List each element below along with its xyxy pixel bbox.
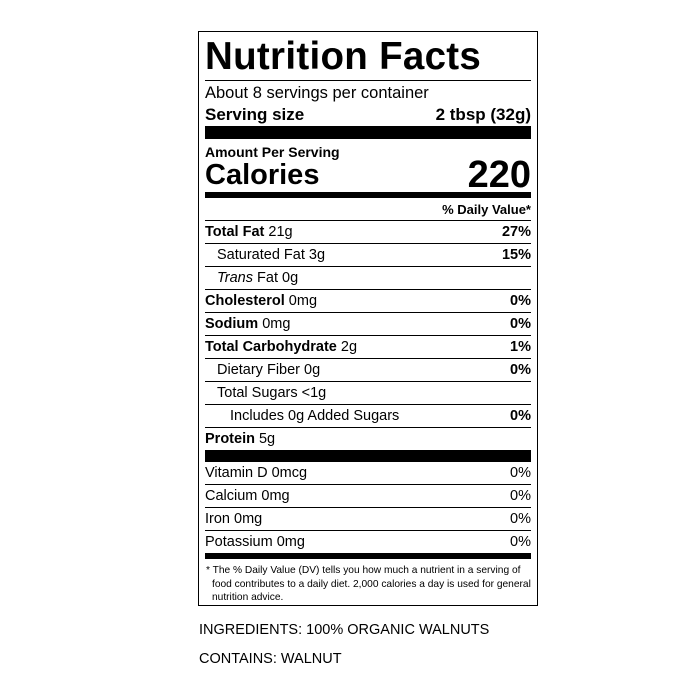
nutrient-row-total-fat: Total Fat 21g 27%	[205, 220, 531, 243]
medium-divider	[205, 192, 531, 198]
serving-size-value: 2 tbsp (32g)	[435, 104, 531, 124]
nutrient-dv: 0%	[510, 362, 531, 378]
nutrient-amount: 2g	[340, 339, 358, 355]
nutrient-row-added-sugars: Includes 0g Added Sugars 0%	[205, 404, 531, 427]
vitamin-name: Vitamin D 0mcg	[205, 465, 308, 481]
vitamin-dv: 0%	[510, 465, 531, 481]
vitamin-dv: 0%	[510, 488, 531, 504]
calories-value: 220	[467, 154, 531, 196]
thick-divider	[205, 450, 531, 462]
nutrient-name: Cholesterol	[205, 293, 285, 309]
nutrient-amount: 3g	[308, 247, 326, 263]
nutrient-amount: 0g	[282, 270, 299, 286]
vitamin-row: Vitamin D 0mcg 0%	[205, 462, 531, 484]
vitamin-dv: 0%	[510, 534, 531, 550]
nutrient-row-cholesterol: Cholesterol 0mg 0%	[205, 289, 531, 312]
nutrient-row-dietary-fiber: Dietary Fiber 0g 0%	[205, 358, 531, 381]
vitamin-dv: 0%	[510, 511, 531, 527]
nutrient-dv: 0%	[510, 316, 531, 332]
nutrient-dv: 0%	[510, 408, 531, 424]
thick-divider	[205, 126, 531, 139]
vitamin-name: Iron 0mg	[205, 511, 263, 527]
vitamin-name: Calcium 0mg	[205, 488, 290, 504]
nutrient-name: Saturated Fat	[217, 247, 305, 263]
nutrient-amount: 21g	[268, 224, 293, 240]
vitamin-row: Potassium 0mg 0%	[205, 530, 531, 553]
daily-value-header: % Daily Value*	[205, 198, 531, 220]
nutrient-dv: 1%	[510, 339, 531, 355]
nutrient-amount: 0g	[304, 362, 321, 378]
nutrient-amount: 0mg	[262, 316, 291, 332]
nutrient-amount: 5g	[258, 431, 276, 447]
medium-divider	[205, 553, 531, 559]
nutrient-row-trans-fat: Trans Fat 0g	[205, 266, 531, 289]
amount-per-serving: Amount Per Serving	[205, 144, 340, 160]
nutrient-amount: 0mg	[288, 293, 318, 309]
nutrient-name: Sodium	[205, 316, 259, 332]
vitamin-row: Iron 0mg 0%	[205, 507, 531, 530]
nutrient-row-total-carbohydrate: Total Carbohydrate 2g 1%	[205, 335, 531, 358]
calories-row: Calories 220	[205, 154, 531, 196]
nutrient-name: Total Fat	[205, 224, 265, 240]
vitamin-row: Calcium 0mg 0%	[205, 484, 531, 507]
nutrient-dv: 27%	[501, 224, 531, 240]
allergen-contains: CONTAINS: WALNUT	[199, 651, 342, 667]
daily-value-header-text: % Daily Value*	[442, 201, 531, 217]
calories-label: Calories	[205, 159, 320, 191]
nutrient-amount: <1g	[301, 385, 327, 401]
vitamin-name: Potassium 0mg	[205, 534, 305, 550]
serving-size-label: Serving size	[205, 104, 305, 124]
nutrient-name: Protein	[205, 431, 255, 447]
nutrient-row-protein: Protein 5g	[205, 427, 531, 450]
nutrient-dv: 15%	[501, 247, 531, 263]
nutrient-name-suffix: Fat	[257, 270, 278, 286]
servings-per-container: About 8 servings per container	[205, 84, 429, 102]
nutrient-dv: 0%	[510, 293, 531, 309]
nutrient-name: Includes 0g Added Sugars	[230, 408, 400, 424]
nutrient-row-sodium: Sodium 0mg 0%	[205, 312, 531, 335]
serving-size-row: Serving size 2 tbsp (32g)	[205, 103, 531, 126]
nutrient-name: Total Sugars	[217, 385, 298, 401]
nutrient-name: Trans	[217, 270, 253, 286]
nutrient-name: Total Carbohydrate	[205, 339, 337, 355]
footnote: * The % Daily Value (DV) tells you how m…	[206, 565, 531, 603]
nutrient-row-total-sugars: Total Sugars <1g	[205, 381, 531, 404]
nutrient-row-saturated-fat: Saturated Fat 3g 15%	[205, 243, 531, 266]
nutrient-name: Dietary Fiber	[217, 362, 300, 378]
label-title: Nutrition Facts	[205, 35, 482, 78]
ingredients: INGREDIENTS: 100% ORGANIC WALNUTS	[199, 622, 490, 638]
nutrition-facts-label: Nutrition Facts About 8 servings per con…	[198, 31, 538, 606]
divider	[205, 80, 531, 81]
